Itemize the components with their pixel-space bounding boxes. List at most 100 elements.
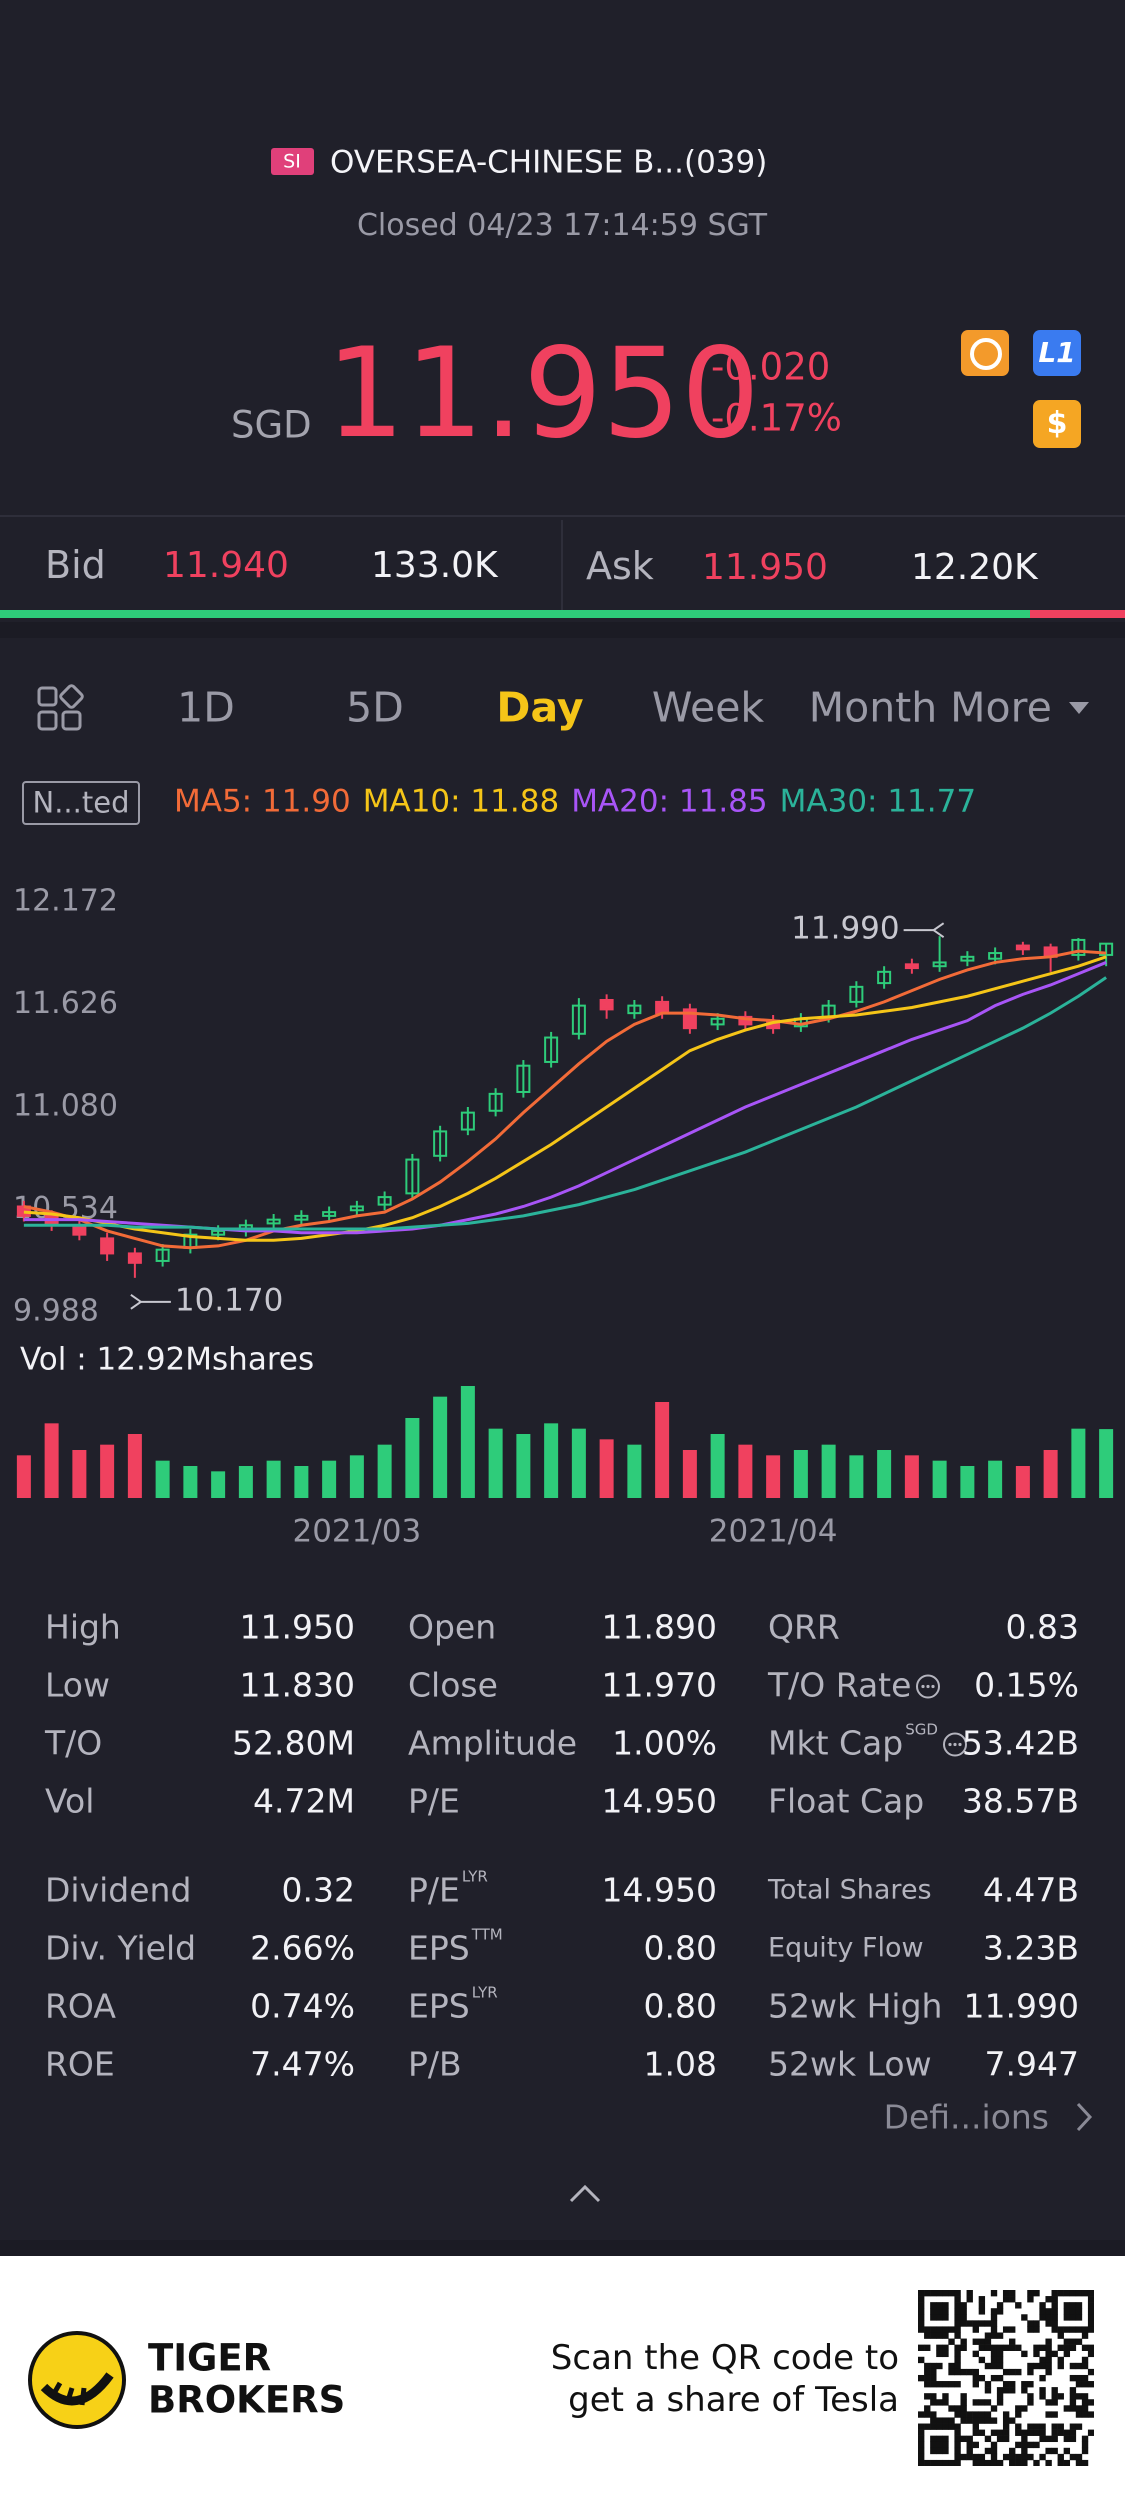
indicator-mode[interactable]: N...ted [22, 781, 140, 825]
info-icon[interactable] [942, 1732, 968, 1758]
stat-label: EPS LYR [408, 1985, 498, 2023]
chevron-right[interactable] [1074, 2101, 1094, 2133]
qr-module [954, 2362, 961, 2370]
stat-superscript: SGD [905, 1720, 938, 1739]
ma-line [23, 961, 1107, 1235]
qr-module [966, 2296, 973, 2303]
qr-module [996, 2374, 1004, 2382]
qr-module [942, 2417, 949, 2424]
info-dot [948, 1742, 952, 1747]
info-icon[interactable] [915, 1674, 941, 1700]
candle-body [932, 961, 947, 968]
qr-module [1039, 2302, 1046, 2309]
candle-body [460, 1111, 475, 1131]
collapse-button[interactable] [568, 2182, 602, 2204]
qr-module [1002, 2381, 1010, 2388]
no-short-glyph [970, 338, 1002, 370]
stat-value: 4.47B [982, 1870, 1079, 1910]
qr-module [1009, 2338, 1016, 2345]
qr-module [918, 2459, 925, 2466]
qr-module [1057, 2290, 1064, 2297]
qr-module [930, 2447, 937, 2455]
qr-module [984, 2435, 992, 2443]
qr-module [990, 2453, 998, 2461]
volume-bar [960, 1466, 975, 1498]
period-tab[interactable]: 5D [346, 683, 404, 732]
stat-value: 1.08 [643, 2044, 717, 2084]
qr-module [1063, 2308, 1071, 2315]
period-tab[interactable]: Week [651, 683, 765, 732]
qr-module [1009, 2368, 1016, 2376]
qr-module [918, 2308, 925, 2315]
y-tick-label: 12.172 [13, 884, 118, 919]
qr-module [1051, 2308, 1058, 2315]
qr-caption: Scan the QR code to [550, 2338, 899, 2378]
qr-module [1075, 2326, 1083, 2333]
qr-module [1009, 2459, 1016, 2466]
level-icon[interactable]: L1 [1033, 330, 1081, 376]
qr-module [966, 2417, 973, 2424]
qr-module [1027, 2362, 1034, 2370]
candle-body [877, 970, 892, 985]
qr-module [954, 2332, 961, 2339]
qr-module [1081, 2393, 1089, 2400]
qr-module [936, 2362, 943, 2370]
qr-module [1039, 2308, 1046, 2315]
qr-module [1057, 2423, 1064, 2430]
qr-module [1039, 2374, 1046, 2382]
qr-module [960, 2320, 967, 2327]
qr-module [996, 2399, 1004, 2406]
volume-bar [238, 1466, 253, 1498]
stock-name[interactable]: OVERSEA-CHINESE B...(039) [330, 144, 768, 181]
qr-module [942, 2399, 949, 2406]
candle-body [710, 1017, 725, 1026]
period-tab[interactable]: Day [496, 683, 584, 732]
stat-label: Low [45, 1669, 110, 1702]
period-tab[interactable]: Month [808, 683, 938, 732]
qr-module [1081, 2381, 1089, 2388]
qr-code[interactable] [918, 2290, 1094, 2466]
qr-module [1045, 2350, 1052, 2358]
qr-module [1075, 2308, 1083, 2315]
qr-module [990, 2320, 998, 2327]
qr-module [1087, 2399, 1094, 2406]
dropdown-arrow[interactable] [1069, 702, 1089, 716]
stat-label: Mkt Cap SGD [768, 1722, 967, 1760]
candle-body [488, 1092, 503, 1112]
qr-module [936, 2423, 943, 2430]
ma-legend: MA5: 11.90 MA10: 11.88 MA20: 11.85 MA30: 11… [174, 786, 976, 818]
layout-icon[interactable] [35, 684, 85, 734]
qr-module [996, 2429, 1004, 2436]
stat-label: P/E [408, 1785, 460, 1818]
qr-module [972, 2374, 979, 2382]
qr-module [1002, 2453, 1010, 2461]
qr-module [918, 2314, 925, 2321]
qr-module [1081, 2459, 1089, 2466]
qr-module [954, 2308, 961, 2315]
info-dot [926, 1684, 931, 1689]
qr-module [1051, 2399, 1058, 2406]
stat-label-text: ROA [45, 1986, 116, 2026]
qr-module [990, 2441, 998, 2449]
qr-module [1087, 2308, 1094, 2315]
qr-module [1087, 2326, 1094, 2333]
definitions-link[interactable]: Defi...ions [883, 2097, 1049, 2137]
no-short-icon[interactable] [961, 330, 1009, 376]
period-tab[interactable]: More [950, 683, 1052, 732]
qr-module [1002, 2290, 1010, 2297]
qr-module [960, 2399, 967, 2406]
qr-module [984, 2411, 992, 2418]
qr-module [996, 2362, 1004, 2370]
qr-module [978, 2338, 986, 2345]
stat-label-text: Open [408, 1607, 497, 1647]
x-tick-label: 2021/03 [292, 1514, 421, 1550]
qr-module [990, 2374, 998, 2382]
currency-icon[interactable]: $ [1033, 400, 1081, 448]
qr-module [948, 2381, 955, 2388]
stat-label-text: T/O Rate [768, 1665, 912, 1705]
period-tab[interactable]: 1D [177, 683, 235, 732]
qr-module [1027, 2429, 1034, 2436]
logo-circle [28, 2331, 126, 2429]
qr-module [930, 2411, 937, 2418]
qr-module [990, 2290, 998, 2297]
